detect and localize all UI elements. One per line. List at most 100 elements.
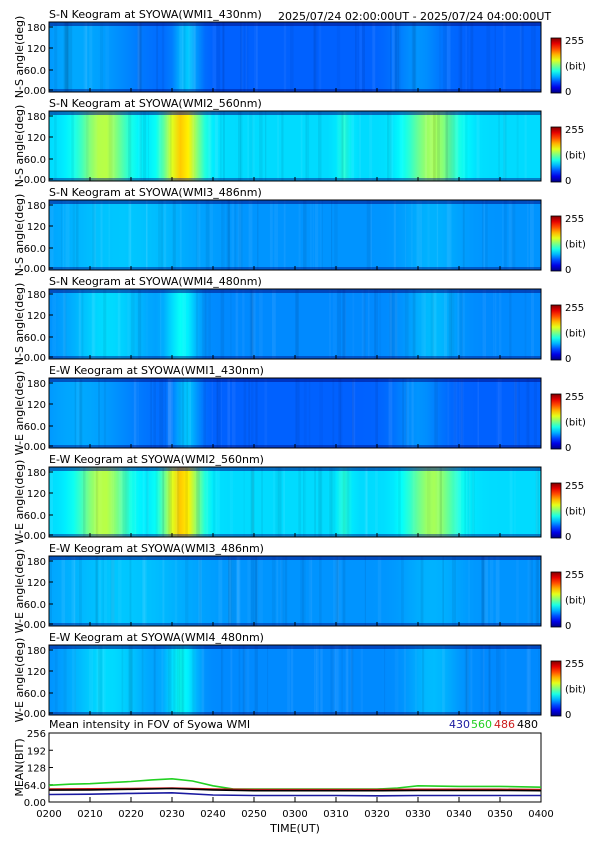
keogram-image [49, 467, 541, 537]
colorbar-unit-label: (bit) [565, 329, 586, 340]
keogram-image [49, 111, 541, 181]
keogram-streak [79, 378, 82, 448]
keogram-streak [171, 378, 174, 448]
keogram-streak [91, 289, 96, 359]
keogram-streak [248, 200, 253, 270]
keogram-streak [442, 645, 445, 715]
keogram-streak [186, 378, 189, 448]
keogram-title: S-N Keogram at SYOWA(WMI2_560nm) [49, 97, 262, 110]
keogram-streak [105, 22, 109, 92]
keogram-streak [86, 111, 89, 181]
keogram-streak [76, 378, 81, 448]
colorbar-min-label: 0 [565, 176, 571, 187]
keogram-streak [265, 111, 267, 181]
mean-xtick-label: 0210 [77, 809, 102, 820]
keogram-streak [216, 378, 218, 448]
keogram-streak [533, 378, 537, 448]
keogram-streak [369, 111, 373, 181]
mean-plot-frame [48, 732, 542, 803]
keogram-streak [117, 289, 121, 359]
keogram-streak [133, 378, 137, 448]
keogram-streak [103, 289, 107, 359]
keogram-streak [319, 22, 321, 92]
keogram-streak [169, 378, 171, 448]
keogram-streak [111, 556, 115, 626]
keogram-streak [238, 111, 241, 181]
keogram-streak [498, 111, 500, 181]
keogram-streak [485, 200, 488, 270]
keogram-streak [95, 556, 99, 626]
keogram-streak [410, 200, 413, 270]
series-line-430 [48, 791, 541, 797]
keogram-streak [466, 645, 469, 715]
keogram-streak [314, 200, 319, 270]
keogram-streak [64, 289, 67, 359]
keogram-streak [228, 200, 230, 270]
keogram-streak [166, 111, 169, 181]
keogram-streak [160, 289, 162, 359]
keogram-streak [129, 556, 132, 626]
keogram-streak [465, 111, 468, 181]
keogram-streak [454, 378, 458, 448]
keogram-ytick-label: 0.00 [24, 264, 46, 275]
keogram-streak [68, 22, 73, 92]
keogram-streak [209, 200, 213, 270]
keogram-streak [393, 289, 398, 359]
keogram-streak [398, 467, 401, 537]
keogram-streak [142, 556, 145, 626]
keogram-panel-8: E-W Keogram at SYOWA(WMI4_480nm)180 120 60… [13, 631, 586, 722]
time-range-header: 2025/07/24 02:00:00UT - 2025/07/24 04:00… [278, 10, 551, 23]
keogram-streak [220, 111, 222, 181]
keogram-streak [342, 289, 346, 359]
keogram-streak [79, 289, 81, 359]
keogram-streak [283, 200, 286, 270]
colorbar-unit-label: (bit) [565, 507, 586, 518]
keogram-streak [452, 556, 456, 626]
keogram-ytick-label: 120 [27, 400, 46, 411]
keogram-streak [402, 378, 405, 448]
keogram-streak [281, 556, 285, 626]
keogram-streak [130, 111, 132, 181]
keogram-streak [298, 467, 302, 537]
keogram-ylabel: N-S angle(deg) [13, 194, 26, 277]
keogram-streak [476, 111, 480, 181]
keogram-streak [332, 378, 335, 448]
keogram-streak [375, 378, 378, 448]
keogram-streak [85, 22, 88, 92]
keogram-streak [359, 22, 363, 92]
keogram-streak [314, 467, 316, 537]
keogram-streak [533, 22, 536, 92]
colorbar-max-label: 255 [565, 570, 584, 581]
colorbar [550, 571, 562, 628]
keogram-streak [146, 289, 147, 359]
keogram-streak [488, 645, 491, 715]
keogram-streak [447, 200, 449, 270]
keogram-streak [252, 467, 254, 537]
keogram-streak [138, 111, 142, 181]
keogram-streak [529, 556, 533, 626]
keogram-streak [483, 200, 485, 270]
keogram-streak [150, 378, 152, 448]
keogram-ytick-label: 180 [27, 201, 46, 212]
keogram-streak [415, 645, 417, 715]
keogram-streak [242, 289, 245, 359]
keogram-streak [192, 111, 194, 181]
keogram-streak [470, 645, 473, 715]
keogram-streak [313, 22, 316, 92]
keogram-streak [319, 556, 322, 626]
keogram-streak [250, 556, 254, 626]
keogram-streak [423, 289, 426, 359]
keogram-streak [193, 22, 196, 92]
keogram-streak [318, 467, 322, 537]
keogram-streak [243, 22, 246, 92]
keogram-streak [519, 22, 522, 92]
keogram-streak [145, 556, 147, 626]
keogram-streak [234, 556, 236, 626]
keogram-streak [236, 556, 241, 626]
colorbar-unit-label: (bit) [565, 240, 586, 251]
keogram-streak [412, 289, 416, 359]
keogram-streak [277, 467, 282, 537]
keogram-streak [72, 200, 75, 270]
keogram-streak [439, 467, 442, 537]
